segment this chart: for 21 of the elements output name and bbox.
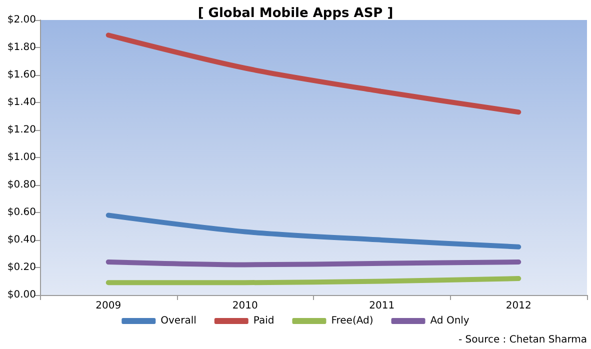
y-tick-label: $1.60 xyxy=(7,70,36,80)
y-tick-label: $0.00 xyxy=(7,290,36,300)
y-tick-label: $1.40 xyxy=(7,97,36,108)
chart-title: [ Global Mobile Apps ASP ] xyxy=(198,6,394,21)
y-tick-label: $1.80 xyxy=(7,42,36,53)
y-tick-label: $0.20 xyxy=(7,262,36,273)
x-tick-label: 2011 xyxy=(369,300,395,312)
legend-label: Ad Only xyxy=(430,316,470,326)
y-tick-label: $0.60 xyxy=(7,207,36,218)
x-tick-label: 2012 xyxy=(506,300,532,312)
x-tick-label: 2009 xyxy=(96,300,122,312)
y-tick-label: $1.20 xyxy=(7,124,36,136)
y-tick-label: $0.80 xyxy=(7,180,36,190)
legend-label: Free(Ad) xyxy=(331,316,374,326)
y-tick-label: $1.00 xyxy=(7,152,36,163)
y-tick-label: $2.00 xyxy=(7,14,36,26)
text: - Source : Chetan Sharma xyxy=(458,334,587,346)
legend-label: Overall xyxy=(160,316,196,326)
x-tick-label: 2010 xyxy=(232,300,258,312)
legend-label: Paid xyxy=(253,316,274,326)
y-tick-label: $0.40 xyxy=(7,234,36,246)
